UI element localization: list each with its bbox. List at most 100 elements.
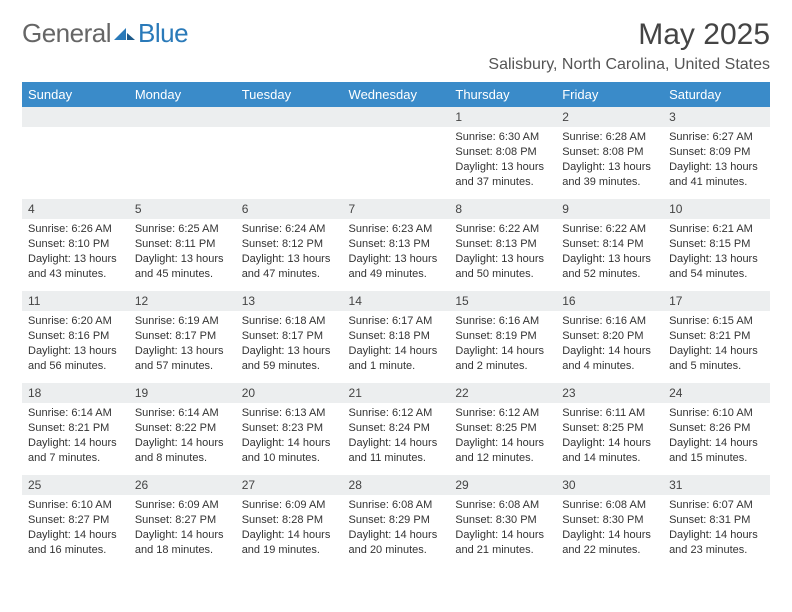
calendar-cell: 16Sunrise: 6:16 AMSunset: 8:20 PMDayligh…	[556, 291, 663, 383]
sunrise-line: Sunrise: 6:27 AM	[669, 130, 764, 145]
day-number: 16	[556, 291, 663, 311]
sunset-line: Sunset: 8:28 PM	[242, 513, 337, 528]
calendar-cell: 30Sunrise: 6:08 AMSunset: 8:30 PMDayligh…	[556, 475, 663, 567]
sunset-line: Sunset: 8:23 PM	[242, 421, 337, 436]
sunrise-line: Sunrise: 6:26 AM	[28, 222, 123, 237]
calendar-table: SundayMondayTuesdayWednesdayThursdayFrid…	[22, 82, 770, 567]
day-body: Sunrise: 6:12 AMSunset: 8:25 PMDaylight:…	[449, 403, 556, 469]
daylight-line: Daylight: 14 hours and 15 minutes.	[669, 436, 764, 466]
calendar-cell	[343, 107, 450, 199]
day-number: 23	[556, 383, 663, 403]
day-body: Sunrise: 6:17 AMSunset: 8:18 PMDaylight:…	[343, 311, 450, 377]
calendar-cell: 4Sunrise: 6:26 AMSunset: 8:10 PMDaylight…	[22, 199, 129, 291]
day-number: 29	[449, 475, 556, 495]
sunrise-line: Sunrise: 6:28 AM	[562, 130, 657, 145]
day-number: 6	[236, 199, 343, 219]
sunrise-line: Sunrise: 6:12 AM	[349, 406, 444, 421]
sunrise-line: Sunrise: 6:13 AM	[242, 406, 337, 421]
day-body: Sunrise: 6:24 AMSunset: 8:12 PMDaylight:…	[236, 219, 343, 285]
calendar-row: 25 Sunrise: 6:10 AMSunset: 8:27 PM Dayligh…	[22, 475, 770, 567]
calendar-cell: 24Sunrise: 6:10 AMSunset: 8:26 PMDayligh…	[663, 383, 770, 475]
day-body: Sunrise: 6:09 AMSunset: 8:28 PMDaylight:…	[236, 495, 343, 561]
day-header: Saturday	[663, 82, 770, 107]
day-number: 13	[236, 291, 343, 311]
day-number: 25	[22, 475, 129, 495]
day-number: 2	[556, 107, 663, 127]
sunrise-line: Sunrise: 6:09 AM	[135, 498, 230, 513]
day-body: Sunrise: 6:15 AMSunset: 8:21 PMDaylight:…	[663, 311, 770, 377]
day-body: Sunrise: 6:08 AMSunset: 8:30 PMDaylight:…	[556, 495, 663, 561]
sunset-line: Sunset: 8:19 PM	[455, 329, 550, 344]
sunrise-line: Sunrise: 6:18 AM	[242, 314, 337, 329]
sunset-line: Sunset: 8:30 PM	[455, 513, 550, 528]
daylight-line: Daylight: 13 hours and 49 minutes.	[349, 252, 444, 282]
calendar-cell: 29Sunrise: 6:08 AMSunset: 8:30 PMDayligh…	[449, 475, 556, 567]
calendar-cell: 27Sunrise: 6:09 AMSunset: 8:28 PMDayligh…	[236, 475, 343, 567]
day-body: Sunrise: 6:22 AMSunset: 8:13 PMDaylight:…	[449, 219, 556, 285]
day-body: Sunrise: 6:18 AMSunset: 8:17 PMDaylight:…	[236, 311, 343, 377]
location: Salisbury, North Carolina, United States	[488, 56, 770, 74]
sunrise-line: Sunrise: 6:21 AM	[669, 222, 764, 237]
day-header: Tuesday	[236, 82, 343, 107]
day-number: 19	[129, 383, 236, 403]
day-header: Monday	[129, 82, 236, 107]
sunset-line: Sunset: 8:17 PM	[135, 329, 230, 344]
daylight-line: Daylight: 14 hours and 22 minutes.	[562, 528, 657, 558]
daylight-line: Daylight: 14 hours and 21 minutes.	[455, 528, 550, 558]
sunrise-line: Sunrise: 6:19 AM	[135, 314, 230, 329]
sunset-line: Sunset: 8:25 PM	[562, 421, 657, 436]
calendar-cell	[236, 107, 343, 199]
day-body: Sunrise: 6:23 AMSunset: 8:13 PMDaylight:…	[343, 219, 450, 285]
day-number-empty	[236, 107, 343, 127]
day-header: Sunday	[22, 82, 129, 107]
calendar-row: 18Sunrise: 6:14 AMSunset: 8:21 PMDayligh…	[22, 383, 770, 475]
calendar-cell: 21Sunrise: 6:12 AMSunset: 8:24 PMDayligh…	[343, 383, 450, 475]
calendar-cell: 11Sunrise: 6:20 AMSunset: 8:16 PMDayligh…	[22, 291, 129, 383]
day-body: Sunrise: 6:11 AMSunset: 8:25 PMDaylight:…	[556, 403, 663, 469]
calendar-cell: 8Sunrise: 6:22 AMSunset: 8:13 PMDaylight…	[449, 199, 556, 291]
sunset-line: Sunset: 8:21 PM	[669, 329, 764, 344]
sunrise-line: Sunrise: 6:08 AM	[349, 498, 444, 513]
calendar-cell: 1Sunrise: 6:30 AMSunset: 8:08 PMDaylight…	[449, 107, 556, 199]
day-body: Sunrise: 6:21 AMSunset: 8:15 PMDaylight:…	[663, 219, 770, 285]
calendar-cell: 20Sunrise: 6:13 AMSunset: 8:23 PMDayligh…	[236, 383, 343, 475]
sunset-line: Sunset: 8:16 PM	[28, 329, 123, 344]
calendar-cell: 26Sunrise: 6:09 AMSunset: 8:27 PMDayligh…	[129, 475, 236, 567]
calendar-cell: 14Sunrise: 6:17 AMSunset: 8:18 PMDayligh…	[343, 291, 450, 383]
calendar-cell	[129, 107, 236, 199]
sunset-line: Sunset: 8:09 PM	[669, 145, 764, 160]
daylight-line: Daylight: 14 hours and 2 minutes.	[455, 344, 550, 374]
page-title: May 2025	[488, 18, 770, 52]
day-number: 7	[343, 199, 450, 219]
sunrise-line: Sunrise: 6:08 AM	[562, 498, 657, 513]
day-number: 12	[129, 291, 236, 311]
sunrise-line: Sunrise: 6:16 AM	[455, 314, 550, 329]
day-number: 20	[236, 383, 343, 403]
day-body: Sunrise: 6:14 AMSunset: 8:22 PMDaylight:…	[129, 403, 236, 469]
sunset-line: Sunset: 8:31 PM	[669, 513, 764, 528]
day-body: Sunrise: 6:30 AMSunset: 8:08 PMDaylight:…	[449, 127, 556, 193]
daylight-line: Daylight: 13 hours and 41 minutes.	[669, 160, 764, 190]
daylight-line: Daylight: 14 hours and 7 minutes.	[28, 436, 123, 466]
sunset-line: Sunset: 8:29 PM	[349, 513, 444, 528]
sunrise-line: Sunrise: 6:25 AM	[135, 222, 230, 237]
sunrise-line: Sunrise: 6:10 AM	[28, 498, 123, 513]
daylight-line: Daylight: 13 hours and 57 minutes.	[135, 344, 230, 374]
daylight-line: Daylight: 14 hours and 18 minutes.	[135, 528, 230, 558]
day-number: 22	[449, 383, 556, 403]
day-body: Sunrise: 6:09 AMSunset: 8:27 PMDaylight:…	[129, 495, 236, 561]
day-number: 18	[22, 383, 129, 403]
daylight-line: Daylight: 14 hours and 20 minutes.	[349, 528, 444, 558]
day-number: 21	[343, 383, 450, 403]
sunrise-line: Sunrise: 6:20 AM	[28, 314, 123, 329]
calendar-cell: 25Sunrise: 6:10 AMSunset: 8:27 PMDayligh…	[22, 475, 129, 567]
sunset-line: Sunset: 8:27 PM	[28, 513, 123, 528]
daylight-line: Daylight: 13 hours and 39 minutes.	[562, 160, 657, 190]
day-number: 17	[663, 291, 770, 311]
day-header: Friday	[556, 82, 663, 107]
calendar-cell: 5Sunrise: 6:25 AMSunset: 8:11 PMDaylight…	[129, 199, 236, 291]
sunset-line: Sunset: 8:13 PM	[455, 237, 550, 252]
day-header: Wednesday	[343, 82, 450, 107]
daylight-line: Daylight: 13 hours and 37 minutes.	[455, 160, 550, 190]
logo-text-blue: Blue	[138, 18, 188, 49]
